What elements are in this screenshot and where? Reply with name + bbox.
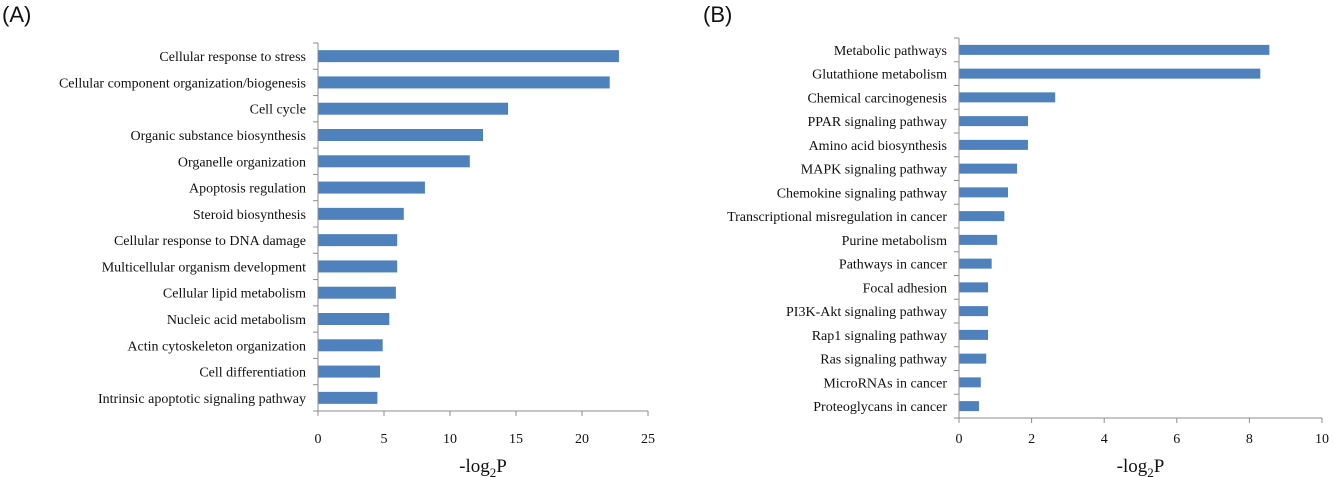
panel-b-x-tick-label: 0 — [956, 432, 963, 447]
panel-a-bar — [318, 102, 509, 115]
panel-a-bar — [318, 286, 396, 299]
panel-b-x-tick-label: 10 — [1315, 432, 1329, 447]
panel-a-x-tick-label: 5 — [381, 432, 388, 447]
panel-b-bar — [959, 211, 1005, 222]
panel-a-x-tick-label: 20 — [575, 432, 589, 447]
panel-b-x-axis-title-tail: P — [1154, 456, 1165, 477]
panel-a-x-tick-label: 10 — [443, 432, 457, 447]
panel-b-bar — [959, 234, 998, 245]
panel-a-category-label: Multicellular organism development — [102, 260, 306, 275]
panel-a-category-label: Apoptosis regulation — [189, 182, 306, 197]
panel-b-x-tick-label: 4 — [1101, 432, 1108, 447]
panel-a-x-tick-label: 0 — [315, 432, 322, 447]
panel-a-category-label: Nucleic acid metabolism — [167, 313, 306, 328]
panel-a-bar — [318, 339, 383, 352]
panel-a-chart: (A) Cellular response to stress Cellular c… — [2, 2, 655, 477]
panel-a-bar — [318, 365, 381, 378]
panel-b-category-label: Pathways in cancer — [839, 258, 947, 273]
panel-a-category-label: Cell cycle — [250, 103, 306, 118]
panel-a-x-axis-title: -log2P — [459, 456, 507, 477]
panel-b-bar — [959, 258, 992, 269]
panel-b-category-label: Glutathione metabolism — [812, 68, 947, 83]
panel-b-chart: (B) Metabolic pathways Glutathione metabol… — [703, 2, 1329, 477]
panel-a-bar — [318, 50, 619, 63]
panel-b-category-label: Ras signaling pathway — [820, 353, 947, 368]
panel-a-category-label: Cell differentiation — [199, 366, 306, 381]
panel-a-bar — [318, 260, 398, 273]
panel-b-category-label: MicroRNAs in cancer — [823, 376, 947, 391]
panel-b-category-label: MAPK signaling pathway — [801, 163, 947, 178]
panel-b-bar — [959, 116, 1028, 127]
panel-a-bar — [318, 129, 483, 141]
panel-b-category-label: Focal adhesion — [863, 281, 947, 296]
panel-a-category-label: Actin cytoskeleton organization — [127, 339, 306, 354]
panel-b-x-tick-label: 8 — [1246, 432, 1253, 447]
panel-a-bar — [318, 234, 398, 247]
panel-b-bar — [959, 377, 981, 388]
panel-b-category-label: Transcriptional misregulation in cancer — [727, 210, 947, 225]
panel-a-x-axis-title-main: -log — [459, 456, 490, 477]
panel-a-x-axis-title-sub: 2 — [490, 465, 497, 477]
panel-b-x-tick-label: 6 — [1173, 432, 1180, 447]
panel-b-bar — [959, 401, 979, 412]
panel-b-bar — [959, 92, 1056, 103]
panel-b-category-label: Rap1 signaling pathway — [812, 329, 947, 344]
panel-a-x-tick-label: 15 — [509, 432, 523, 447]
panel-b-category-label: PI3K-Akt signaling pathway — [786, 305, 947, 320]
panel-a-category-label: Organic substance biosynthesis — [131, 129, 307, 144]
panel-b-bar — [959, 139, 1028, 150]
panel-b-bar — [959, 68, 1261, 79]
panel-a-x-tick-label: 25 — [641, 432, 655, 447]
panel-b-category-label: Chemokine signaling pathway — [777, 186, 947, 201]
panel-b-bar — [959, 163, 1018, 174]
panel-a-bar — [318, 391, 378, 404]
panel-a-category-label: Cellular response to DNA damage — [114, 234, 306, 249]
panel-b-label: (B) — [703, 2, 732, 27]
panel-b-x-axis-title-sub: 2 — [1147, 465, 1154, 477]
panel-a-bar — [318, 155, 470, 168]
panel-b-bar — [959, 187, 1009, 198]
panel-a-bar — [318, 181, 425, 194]
panel-a-category-label: Cellular response to stress — [159, 50, 306, 65]
panel-b-bar — [959, 353, 987, 364]
panel-b-category-label: Purine metabolism — [842, 234, 947, 249]
panel-b-category-label: Amino acid biosynthesis — [809, 139, 947, 154]
panel-b-x-axis-title: -log2P — [1117, 456, 1165, 477]
panel-b-category-label: Proteoglycans in cancer — [813, 400, 947, 415]
panel-a-category-label: Intrinsic apoptotic signaling pathway — [98, 392, 306, 407]
panel-a-x-axis-title-tail: P — [496, 456, 507, 477]
panel-b-x-tick-label: 2 — [1028, 432, 1035, 447]
panel-b-category-label: Chemical carcinogenesis — [807, 91, 947, 106]
panel-b-category-label: PPAR signaling pathway — [808, 115, 948, 130]
panel-a-category-label: Organelle organization — [178, 155, 306, 170]
panel-b-x-axis-title-main: -log — [1117, 456, 1148, 477]
panel-b-category-label: Metabolic pathways — [834, 44, 947, 59]
panel-a-label: (A) — [2, 2, 31, 27]
panel-a-category-label: Steroid biosynthesis — [193, 208, 306, 223]
panel-a-category-label: Cellular lipid metabolism — [163, 287, 306, 302]
panel-a-bar — [318, 207, 404, 220]
panel-b-bar — [959, 44, 1270, 55]
panel-a-bar — [318, 76, 610, 89]
panel-b-bar — [959, 306, 989, 317]
panel-a-bar — [318, 313, 390, 325]
panel-b-bar — [959, 282, 989, 293]
panel-b-bar — [959, 329, 989, 340]
panel-a-category-label: Cellular component organization/biogenes… — [59, 76, 306, 91]
